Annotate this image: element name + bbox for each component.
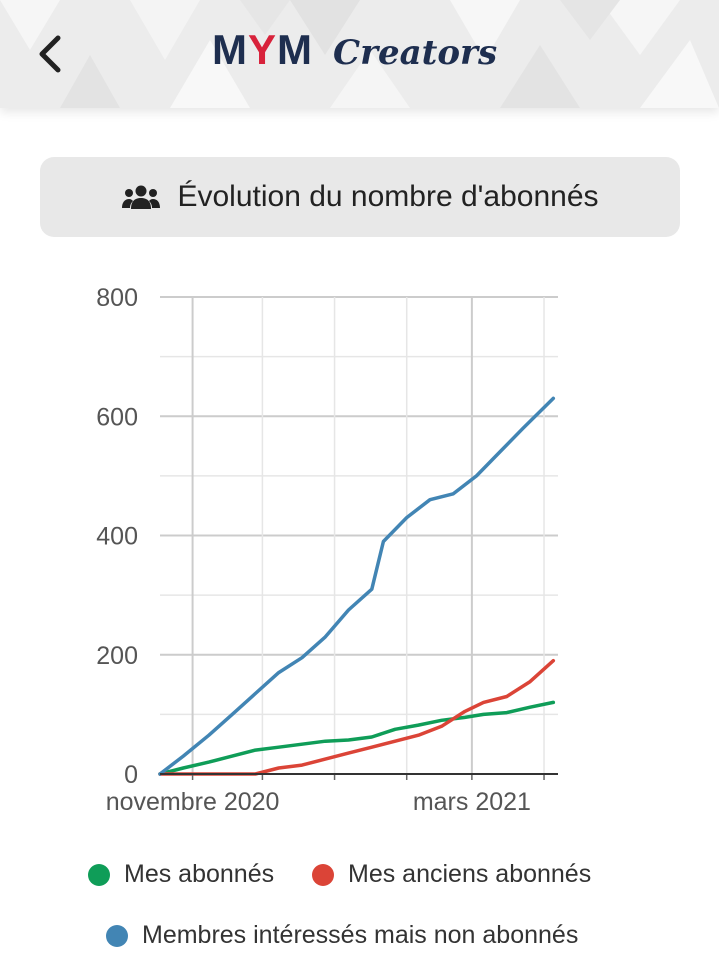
- series-line-2: [158, 396, 556, 776]
- x-tick-label: novembre 2020: [106, 788, 280, 816]
- y-tick-label: 0: [124, 761, 138, 789]
- axis-layer: 0 200 400 600 800 novembre 2020 mars 2021: [96, 284, 558, 816]
- legend-label: Mes abonnés: [124, 860, 275, 888]
- y-tick-label: 200: [96, 642, 138, 670]
- y-tick-label: 800: [96, 284, 138, 312]
- back-button[interactable]: [28, 30, 72, 78]
- legend-dot-red: [312, 863, 334, 886]
- legend-dot-blue: [106, 924, 128, 947]
- subscriber-evolution-chart: 0 200 400 600 800 novembre 2020 mars 2021: [96, 284, 558, 816]
- legend-dot-green: [88, 863, 110, 886]
- series-line-1: [158, 658, 556, 776]
- logo-creators: Creators: [333, 33, 498, 73]
- legend-item-membres-interesses: Membres intéressés mais non abonnés: [106, 921, 578, 950]
- x-tick-label: mars 2021: [413, 788, 531, 816]
- chart-title-box: Évolution du nombre d'abonnés: [40, 157, 680, 237]
- legend-label: Mes anciens abonnés: [348, 860, 592, 888]
- brand-logo: MYM Creators: [212, 26, 497, 82]
- y-tick-label: 600: [96, 403, 138, 431]
- legend-label: Membres intéressés mais non abonnés: [142, 921, 579, 949]
- series-line-0: [158, 700, 556, 776]
- legend-item-mes-abonnes: Mes abonnés: [88, 860, 274, 889]
- series-layer: [158, 396, 556, 776]
- logo-mym: MYM: [212, 26, 314, 73]
- header-background-pattern: [0, 0, 719, 108]
- app-header: MYM Creators: [0, 0, 719, 108]
- y-tick-label: 400: [96, 523, 138, 551]
- grid-layer: [160, 296, 558, 775]
- legend-item-mes-anciens-abonnes: Mes anciens abonnés: [312, 860, 591, 889]
- chevron-left-icon: [39, 35, 61, 73]
- users-icon: [122, 185, 161, 209]
- chart-title: Évolution du nombre d'abonnés: [177, 180, 599, 213]
